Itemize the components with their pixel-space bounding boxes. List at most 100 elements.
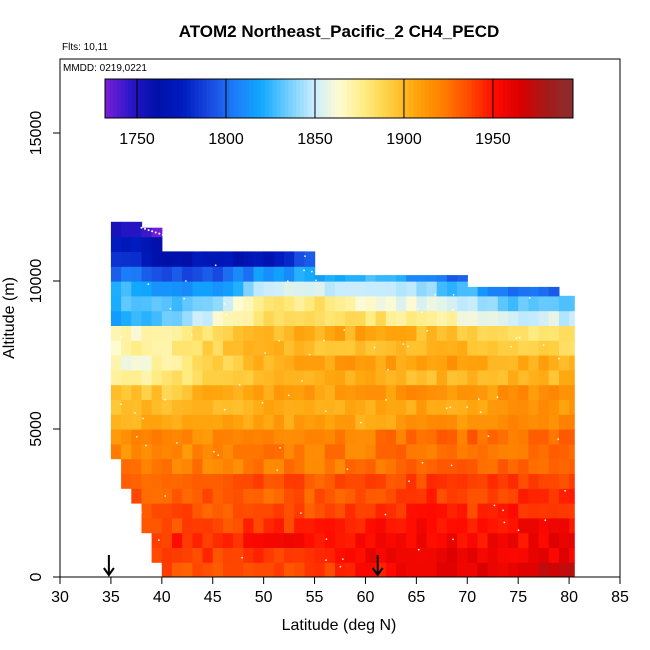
heatmap-cell	[518, 325, 529, 341]
heatmap-cell	[365, 369, 377, 386]
heatmap-cell	[548, 384, 560, 400]
heatmap-cell	[253, 429, 265, 445]
heatmap-cell	[233, 399, 244, 415]
flight-track-dot	[564, 489, 566, 492]
heatmap-cell	[467, 473, 479, 489]
flight-track-dot	[140, 511, 143, 514]
y-tick-label: 5000	[28, 411, 45, 447]
heatmap-cell	[457, 355, 468, 371]
heatmap-cell	[385, 458, 397, 474]
heatmap-cell	[436, 310, 448, 326]
heatmap-cell	[355, 517, 367, 534]
heatmap-cell	[538, 547, 550, 563]
heatmap-cell	[467, 517, 479, 534]
heatmap-cell	[314, 369, 326, 386]
heatmap-cell	[436, 384, 448, 400]
heatmap-cell	[324, 310, 336, 326]
heatmap-cell	[558, 399, 570, 415]
heatmap-cell	[569, 562, 575, 577]
heatmap-cell	[151, 517, 163, 534]
heatmap-cell	[151, 236, 163, 252]
heatmap-cell	[528, 369, 540, 386]
heatmap-cell	[334, 562, 346, 577]
heatmap-cell	[151, 227, 163, 238]
heatmap-cell	[182, 488, 193, 504]
heatmap-cell	[497, 562, 509, 577]
colorbar-swatch	[225, 79, 231, 118]
heatmap-cell	[416, 281, 428, 297]
heatmap-cell	[528, 399, 540, 415]
x-tick-label: 50	[255, 589, 273, 606]
heatmap-cell	[141, 414, 153, 430]
colorbar-swatch	[300, 79, 305, 118]
heatmap-cell	[508, 473, 519, 489]
heatmap-cell	[538, 473, 550, 489]
heatmap-cell	[416, 295, 428, 312]
heatmap-cell	[314, 414, 326, 430]
heatmap-cell	[324, 429, 336, 445]
heatmap-cell	[192, 503, 204, 519]
flight-track-dot	[151, 230, 154, 233]
heatmap-cell	[314, 443, 326, 460]
heatmap-cell	[131, 369, 143, 386]
heatmap-cell	[569, 503, 575, 519]
heatmap-cell	[273, 340, 285, 356]
colorbar-swatch	[136, 79, 141, 118]
heatmap-cell	[334, 399, 346, 415]
heatmap-cell	[548, 488, 560, 504]
heatmap-cell	[192, 488, 204, 504]
colorbar-swatch	[307, 79, 313, 118]
flight-track-dot	[300, 512, 302, 514]
heatmap-cell	[294, 340, 305, 356]
heatmap-cell	[345, 517, 356, 534]
heatmap-cell	[294, 384, 305, 400]
heatmap-cell	[508, 532, 519, 548]
heatmap-cell	[385, 488, 397, 504]
heatmap-cell	[487, 414, 499, 430]
heatmap-cell	[212, 488, 224, 504]
heatmap-cell	[212, 251, 224, 267]
heatmap-cell	[141, 236, 153, 252]
heatmap-cell	[548, 532, 560, 548]
heatmap-cell	[284, 532, 295, 548]
heatmap-cell	[487, 488, 499, 504]
heatmap-cell	[365, 399, 377, 415]
heatmap-cell	[233, 517, 244, 534]
flight-track-dot	[544, 519, 547, 522]
colorbar-swatch	[323, 79, 328, 118]
heatmap-cell	[121, 429, 132, 445]
heatmap-cell	[355, 458, 367, 474]
flight-track-dot	[223, 302, 226, 305]
arrow-marker-head	[103, 567, 115, 577]
heatmap-cell	[385, 310, 397, 326]
heatmap-cell	[222, 503, 234, 519]
heatmap-cell	[222, 443, 234, 460]
x-axis-label: Latitude (deg N)	[282, 617, 397, 634]
heatmap-cell	[121, 295, 132, 312]
colorbar-swatch	[335, 79, 340, 118]
heatmap-cell	[202, 414, 214, 430]
heatmap-cell	[416, 340, 428, 356]
heatmap-cell	[497, 473, 509, 489]
colorbar-tick-label: 1800	[208, 131, 244, 148]
colorbar-swatch	[288, 79, 293, 118]
heatmap-cell	[477, 355, 489, 371]
heatmap-cell	[426, 295, 438, 312]
heatmap-cell	[487, 562, 499, 577]
x-tick-label: 60	[357, 589, 375, 606]
heatmap-cell	[457, 281, 468, 297]
heatmap-cell	[324, 414, 336, 430]
heatmap-cell	[548, 443, 560, 460]
colorbar-swatch	[315, 79, 320, 118]
heatmap-cell	[151, 310, 163, 326]
heatmap-cell	[548, 473, 560, 489]
heatmap-cell	[151, 429, 163, 445]
heatmap-cell	[436, 369, 448, 386]
heatmap-cell	[518, 384, 529, 400]
heatmap-cell	[263, 251, 275, 267]
heatmap-cell	[396, 443, 407, 460]
heatmap-cell	[426, 547, 438, 563]
heatmap-cell	[365, 275, 377, 282]
heatmap-cell	[375, 384, 387, 400]
